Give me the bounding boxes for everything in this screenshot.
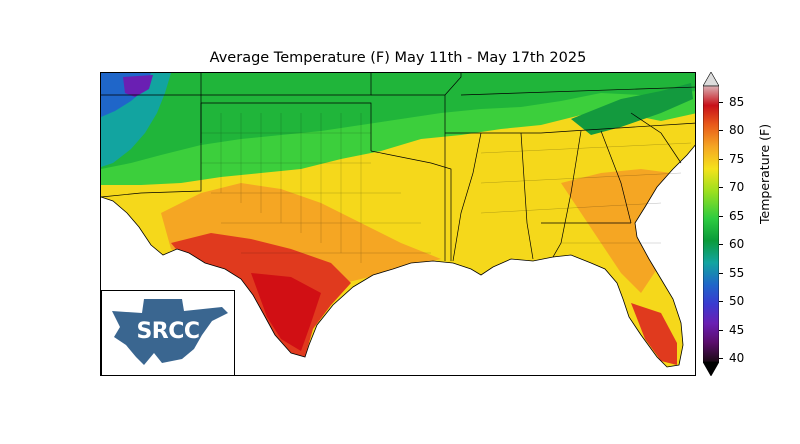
colorbar-tick-mark (719, 329, 723, 331)
colorbar-tick-label: 50 (729, 294, 745, 309)
colorbar-tick-label: 55 (729, 265, 745, 280)
colorbar-tick-label: 65 (729, 208, 745, 223)
srcc-logo-icon (112, 299, 228, 365)
colorbar-tick-mark (719, 358, 723, 359)
colorbar-tick-label: 70 (729, 180, 745, 195)
logo-text: SRCC (136, 319, 200, 344)
temperature-map: SRCC (100, 72, 696, 376)
colorbar-tick-mark (719, 102, 723, 103)
colorbar-tick-mark (719, 272, 723, 274)
logo-box: SRCC (101, 290, 235, 375)
colorbar-tick-label: 75 (729, 151, 745, 166)
map-title: Average Temperature (F) May 11th - May 1… (209, 50, 587, 66)
colorbar-label: Temperature (F) (757, 123, 772, 224)
colorbar-tick-mark (719, 187, 723, 189)
colorbar-tick-label: 40 (729, 351, 745, 365)
colorbar-tick-mark (719, 301, 723, 303)
colorbar-tick-label: 45 (729, 322, 745, 337)
colorbar-tick-mark (719, 130, 723, 132)
colorbar (703, 72, 719, 376)
colorbar-tick-label: 60 (729, 237, 745, 252)
colorbar-tick-label: 80 (729, 123, 745, 138)
colorbar-tick-mark (719, 215, 723, 217)
colorbar-tick-label: 85 (729, 95, 745, 109)
colorbar-tick-mark (719, 158, 723, 160)
colorbar-tick-mark (719, 244, 723, 246)
